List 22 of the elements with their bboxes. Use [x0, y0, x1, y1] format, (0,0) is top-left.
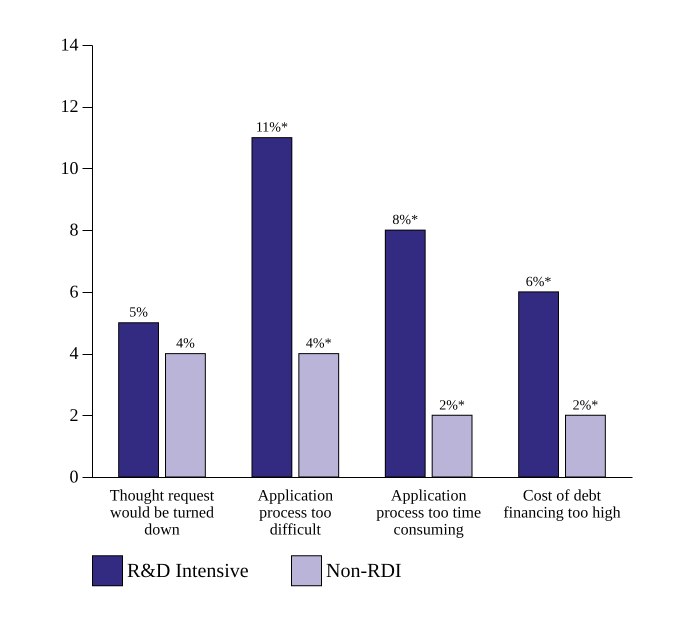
data-label: 4%*: [306, 336, 332, 352]
x-tick-label: Application process too time consuming: [376, 488, 482, 538]
y-tick-label: 0: [70, 466, 78, 486]
legend-label: R&D Intensive: [127, 560, 249, 582]
data-label: 8%*: [392, 213, 418, 228]
y-tick-label: 2: [70, 404, 78, 425]
x-tick-label: Cost of debt financing too high: [503, 488, 621, 522]
data-label: 5%: [129, 306, 148, 321]
y-tick-label: 14: [60, 34, 78, 54]
data-label: 6%*: [526, 274, 552, 290]
data-label: 4%: [176, 336, 196, 352]
x-tick-label: Application process too difficult: [258, 488, 334, 538]
y-tick-label: 6: [70, 281, 78, 302]
y-tick-label: 8: [70, 220, 78, 240]
data-label: 2%*: [572, 398, 598, 414]
legend-label: Non-RDI: [326, 560, 402, 582]
x-tick-label: Thought request would be turned down: [110, 488, 215, 538]
y-tick-label: 4: [70, 343, 78, 364]
data-label: 11%*: [256, 120, 288, 136]
y-tick-label: 12: [60, 96, 78, 116]
data-label: 2%*: [439, 398, 465, 414]
y-tick-label: 10: [60, 158, 78, 178]
